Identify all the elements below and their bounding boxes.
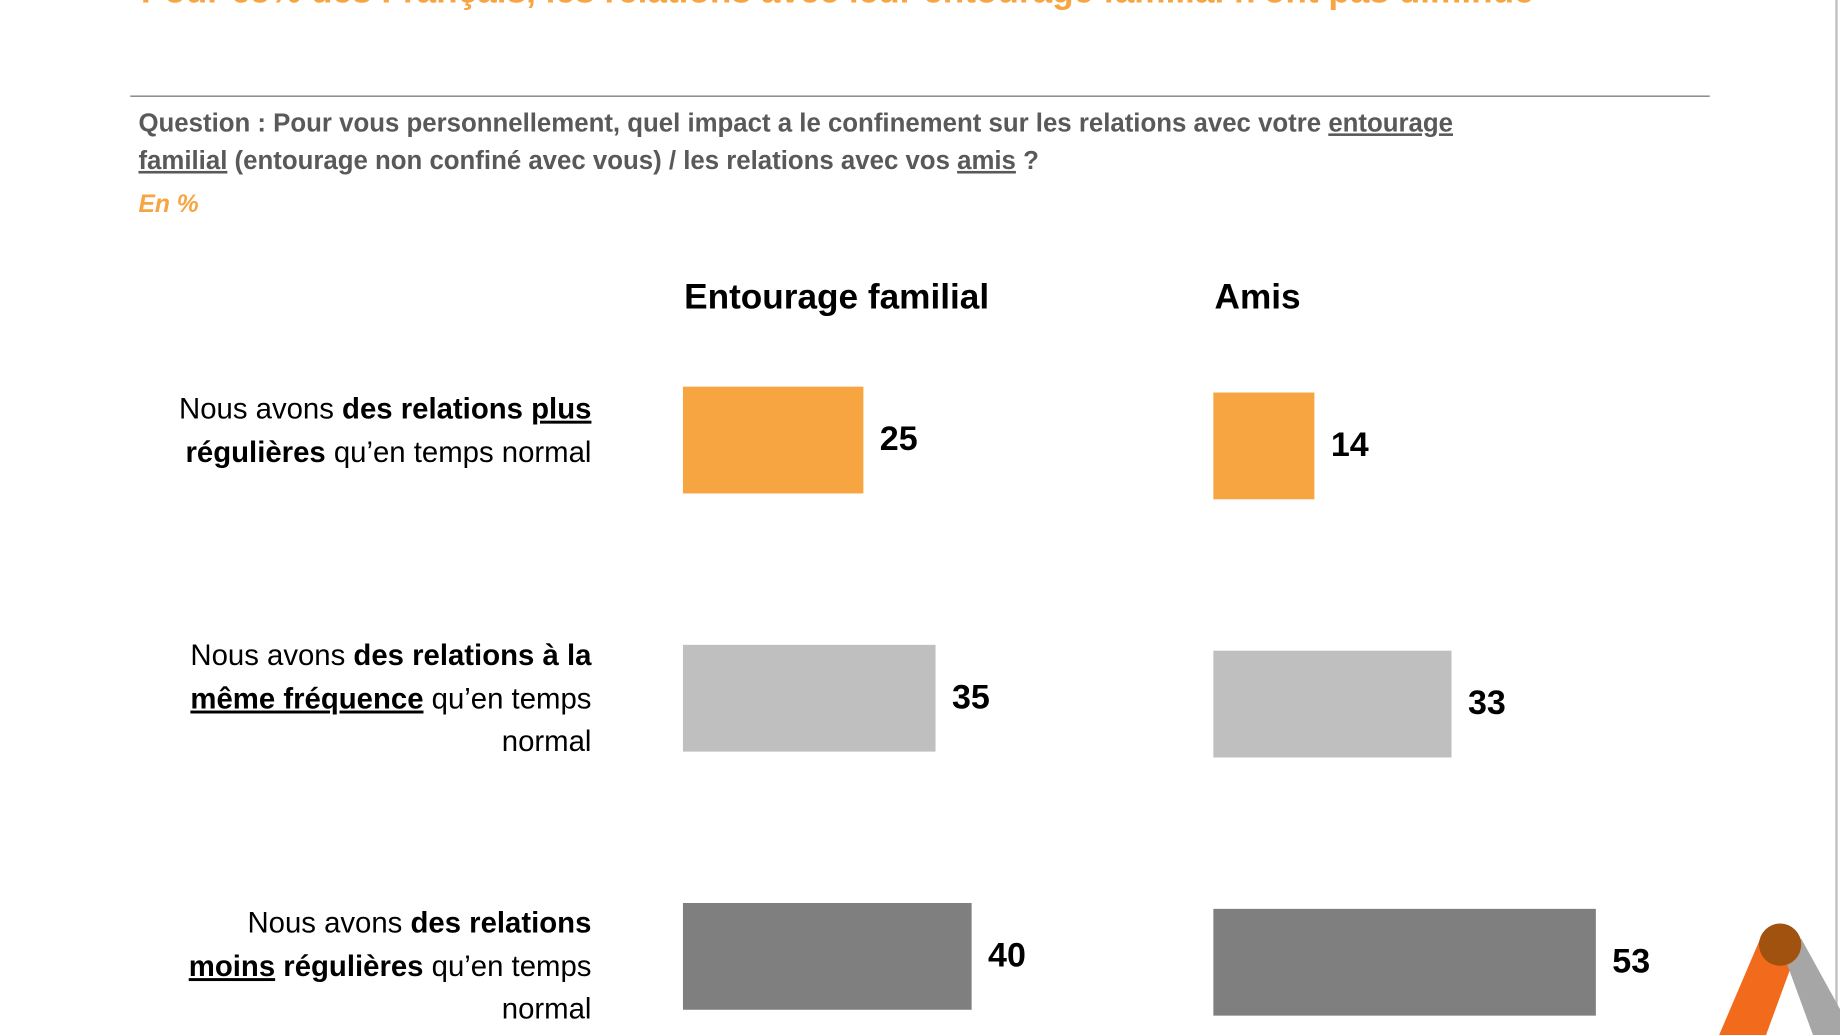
bar — [682, 644, 936, 752]
text-segment: des relations — [342, 392, 531, 425]
text-segment: régulières — [186, 436, 326, 469]
text-line: normal — [502, 725, 592, 758]
text-segment: moins — [189, 950, 275, 983]
text-segment: normal — [502, 725, 592, 758]
text-segment: (entourage non confiné avec vous) / les … — [227, 147, 957, 175]
text-line: même fréquence qu’en temps — [190, 682, 591, 715]
value-label: 40 — [988, 937, 1026, 975]
text-segment: amis — [957, 147, 1016, 175]
chart-title: Amis — [1215, 278, 1301, 317]
text-segment: Nous avons — [247, 906, 410, 939]
text-segment: familial — [138, 147, 227, 175]
logo-dot — [1759, 923, 1802, 966]
text-line: normal — [502, 992, 592, 1025]
text-line: moins régulières qu’en temps — [189, 950, 592, 983]
bar — [1213, 908, 1596, 1016]
text-segment: des relations à la — [353, 639, 592, 672]
text-segment: régulières — [275, 950, 423, 983]
chart-title: Entourage familial — [684, 278, 989, 317]
text-line: Nous avons des relations — [247, 906, 591, 939]
bar — [682, 902, 972, 1010]
text-line: familial (entourage non confiné avec vou… — [138, 147, 1038, 175]
text-segment: qu’en temps — [424, 950, 592, 983]
text-segment: même fréquence — [190, 682, 423, 715]
logo-grey — [1777, 938, 1840, 1035]
text-segment: Question : Pour vous personnellement, qu… — [138, 109, 1328, 137]
text-segment: ? — [1016, 147, 1039, 175]
value-label: 35 — [952, 678, 990, 716]
text-segment: normal — [502, 992, 592, 1025]
text-line: Nous avons des relations à la — [190, 639, 592, 672]
text-segment: Nous avons — [179, 392, 342, 425]
bar — [1213, 392, 1315, 500]
text-segment: entourage — [1328, 109, 1453, 137]
unit-note: En % — [138, 191, 198, 218]
value-label: 25 — [880, 420, 918, 458]
logo — [1719, 923, 1840, 1035]
text-segment: qu’en temps normal — [326, 436, 592, 469]
text-line: Question : Pour vous personnellement, qu… — [138, 109, 1453, 137]
text-segment: Nous avons — [190, 639, 353, 672]
value-label: 14 — [1331, 426, 1369, 464]
value-label: 53 — [1612, 942, 1650, 980]
text-line: régulières qu’en temps normal — [186, 436, 592, 469]
text-line: Nous avons des relations plus — [179, 392, 591, 425]
slide-title: Pour 65% des Français, les relations ave… — [141, 0, 1534, 10]
bar — [682, 386, 864, 494]
text-segment: plus — [531, 392, 591, 425]
bar — [1213, 650, 1452, 758]
value-label: 33 — [1468, 684, 1506, 722]
text-segment: qu’en temps — [424, 682, 592, 715]
text-segment: des relations — [410, 906, 591, 939]
